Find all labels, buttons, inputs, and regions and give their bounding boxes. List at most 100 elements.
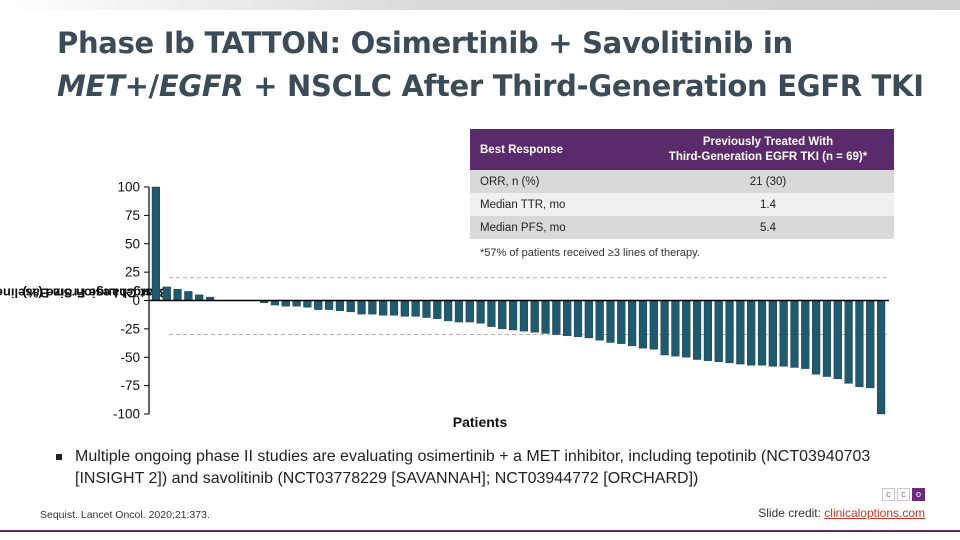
y-tick-label: -100 bbox=[113, 407, 140, 422]
bar bbox=[324, 300, 334, 310]
best-response-table: Best Response Previously Treated With Th… bbox=[470, 129, 894, 259]
bar bbox=[368, 300, 377, 315]
bar bbox=[638, 300, 648, 349]
bar bbox=[606, 300, 615, 343]
bar bbox=[757, 300, 767, 366]
bar bbox=[725, 300, 734, 364]
bar bbox=[314, 300, 323, 310]
slide-title: Phase Ib TATTON: Osimertinib + Savolitin… bbox=[57, 22, 937, 108]
bar bbox=[151, 186, 160, 301]
y-tick-label: 0 bbox=[132, 293, 140, 308]
y-tick-label: -50 bbox=[120, 350, 140, 365]
y-tick-label: 100 bbox=[117, 180, 140, 195]
table-footnote: *57% of patients received ≥3 lines of th… bbox=[480, 247, 700, 259]
bar bbox=[617, 300, 626, 344]
bullet-text: Multiple ongoing phase II studies are ev… bbox=[75, 448, 871, 487]
bar bbox=[692, 300, 702, 360]
bar bbox=[812, 300, 821, 375]
bar bbox=[195, 294, 204, 301]
bar bbox=[173, 288, 182, 301]
bar bbox=[281, 300, 290, 307]
bar bbox=[628, 300, 637, 347]
bar bbox=[422, 300, 431, 318]
bar bbox=[790, 300, 799, 368]
reference-lines bbox=[169, 277, 889, 336]
slide-credit: Slide credit: clinicaloptions.com bbox=[758, 506, 925, 520]
bar bbox=[346, 300, 355, 313]
y-tick-label: 25 bbox=[125, 265, 140, 280]
bar bbox=[584, 300, 593, 339]
bar bbox=[714, 300, 723, 362]
table-header: Best Response Previously Treated With Th… bbox=[470, 129, 894, 170]
table-row: Median TTR, mo 1.4 bbox=[470, 193, 894, 216]
bar bbox=[552, 300, 561, 335]
row-value: 5.4 bbox=[760, 221, 776, 234]
bar bbox=[335, 300, 344, 311]
bar bbox=[671, 300, 680, 357]
bar bbox=[866, 300, 875, 389]
bar bbox=[184, 291, 193, 301]
bar bbox=[682, 300, 691, 358]
bar bbox=[768, 300, 777, 367]
bar bbox=[444, 300, 453, 322]
bar bbox=[844, 300, 853, 384]
bar bbox=[530, 300, 539, 333]
y-tick-label: 75 bbox=[125, 208, 140, 223]
bar bbox=[876, 300, 886, 415]
bar bbox=[736, 300, 745, 365]
bullet-point: Multiple ongoing phase II studies are ev… bbox=[56, 446, 936, 490]
bar bbox=[649, 300, 658, 350]
bar bbox=[573, 300, 583, 338]
title-egfr: EGFR bbox=[158, 69, 244, 103]
top-gradient-band bbox=[0, 0, 960, 10]
citation: Sequist. Lancet Oncol. 2020;21:373. bbox=[40, 509, 210, 521]
bar bbox=[389, 300, 399, 316]
bar bbox=[541, 300, 550, 334]
bar bbox=[779, 300, 788, 367]
header-line1: Previously Treated With bbox=[702, 135, 834, 148]
axes: 100 75 50 25 0 -25 -50 -75 -100 bbox=[113, 180, 889, 422]
credit-label: Slide credit: bbox=[758, 506, 825, 520]
row-value: 1.4 bbox=[760, 198, 776, 211]
bar bbox=[411, 300, 420, 317]
x-axis-label: Patients bbox=[453, 414, 508, 430]
bar bbox=[822, 300, 832, 377]
bar bbox=[476, 300, 485, 324]
y-tick-label: -75 bbox=[120, 378, 140, 393]
title-plus-slash: +/ bbox=[124, 69, 160, 103]
bar bbox=[703, 300, 712, 361]
bar bbox=[400, 300, 409, 317]
y-tick-label: -25 bbox=[120, 321, 140, 336]
bar bbox=[303, 300, 312, 308]
bottom-rule bbox=[0, 530, 960, 532]
bar bbox=[519, 300, 528, 332]
bar bbox=[292, 300, 301, 307]
waterfall-chart: 100 75 50 25 0 -25 -50 -75 -100 Patients bbox=[113, 180, 889, 430]
title-line1: Phase Ib TATTON: Osimertinib + Savolitin… bbox=[57, 26, 793, 60]
bar bbox=[454, 300, 464, 323]
bar bbox=[595, 300, 604, 341]
bar bbox=[833, 300, 842, 380]
bar bbox=[801, 300, 810, 369]
bar bbox=[379, 300, 388, 316]
credit-link[interactable]: clinicaloptions.com bbox=[824, 506, 925, 520]
row-label: Median PFS, mo bbox=[480, 221, 566, 234]
logo-letter: c bbox=[882, 488, 895, 501]
row-value: 21 (30) bbox=[749, 175, 787, 188]
bar bbox=[660, 300, 669, 356]
table-row: Median PFS, mo 5.4 bbox=[470, 216, 894, 239]
logo-letter: o bbox=[912, 488, 925, 501]
bar bbox=[508, 300, 518, 331]
row-label: Median TTR, mo bbox=[480, 198, 566, 211]
header-line2: Third-Generation EGFR TKI (n = 69)* bbox=[668, 150, 868, 163]
bar bbox=[162, 286, 171, 301]
bar bbox=[357, 300, 366, 315]
title-line2-rest: + NSCLC After Third-Generation EGFR TKI bbox=[253, 69, 924, 103]
bar bbox=[433, 300, 442, 319]
bar bbox=[747, 300, 756, 366]
bar bbox=[563, 300, 572, 336]
bar bbox=[855, 300, 864, 387]
header-best-response: Best Response bbox=[480, 143, 564, 156]
logo-letter: c bbox=[897, 488, 910, 501]
cco-logo: c c o bbox=[882, 488, 925, 501]
